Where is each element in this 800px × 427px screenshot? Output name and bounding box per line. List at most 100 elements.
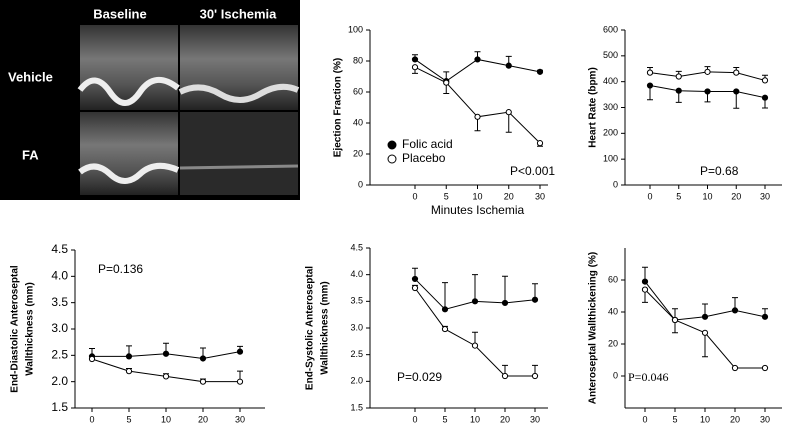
error-bar [702,332,708,358]
y-tick-label: 20 [353,148,363,158]
y-axis-label: Wallthickness (mm) [320,281,331,375]
x-tick-label: 0 [642,414,647,424]
marker [199,355,207,362]
marker [536,68,544,75]
series-line [414,58,541,82]
marker [733,88,740,95]
marker [761,313,769,320]
y-tick-label: 400 [603,76,618,86]
x-tick-label: 10 [470,414,480,424]
marker [731,364,739,372]
x-tick-label: 0 [89,414,94,424]
marker [236,348,244,355]
marker [701,313,709,320]
x-tick-label: 20 [730,414,740,424]
marker [505,109,512,116]
y-tick-label: 3.5 [350,296,363,306]
y-axis-label: Heart Rate (bpm) [588,67,599,148]
marker [731,307,739,314]
y-tick-label: 60 [608,274,618,284]
y-tick-label: 2.5 [51,348,68,362]
y-tick-label: 60 [353,86,363,96]
x-tick-label: 10 [161,414,171,424]
marker [733,69,740,76]
y-tick-label: 40 [608,306,618,316]
annotation: P=0.029 [397,370,442,384]
marker [125,368,133,375]
x-tick-label: 0 [412,191,417,201]
row-label: FA [22,147,39,162]
x-tick-label: 10 [472,191,482,201]
x-tick-label: 0 [647,191,652,201]
echo-image [180,112,298,195]
marker [531,372,539,380]
marker [704,68,711,75]
marker [125,353,133,360]
y-tick-label: 200 [603,128,618,138]
y-axis-label: Wallthickness (mm) [25,282,36,376]
y-tick-label: 1.5 [350,402,363,412]
x-tick-label: 5 [444,191,449,201]
y-tick-label: 4.0 [51,269,68,283]
error-bar [472,274,478,302]
y-tick-label: 300 [603,102,618,112]
marker [501,299,509,307]
x-tick-label: 5 [676,191,681,201]
error-bar [442,282,448,310]
marker [88,355,96,363]
y-tick-label: 4.5 [51,242,68,256]
marker [536,140,544,147]
y-tick-label: 4.5 [350,242,363,252]
marker [505,62,512,69]
x-tick-label: 30 [535,191,545,201]
x-tick-label: 5 [672,414,677,424]
marker [641,278,649,285]
y-axis-label: End-Diastolic Anteroseptal [10,265,21,393]
y-tick-label: 80 [353,55,363,65]
y-tick-label: 4.0 [350,269,363,279]
y-tick-label: 1.5 [51,400,68,414]
echo-image [180,25,298,110]
marker [471,342,479,349]
x-tick-label: 0 [412,414,417,424]
echo-wall [78,162,180,184]
y-tick-label: 40 [353,117,363,127]
marker [441,325,449,333]
y-tick-label: 3.0 [350,322,363,332]
marker [761,77,769,84]
marker [641,286,649,293]
marker [675,87,682,94]
marker [501,372,509,380]
series-line [414,66,541,144]
y-tick-label: 2.0 [51,374,68,388]
marker [411,275,419,283]
legend-label: Folic acid [402,137,453,151]
echo-panel: Baseline 30' Ischemia Vehicle FA [0,0,300,200]
echo-wall [179,164,299,170]
marker [474,56,481,63]
y-tick-label: 2.5 [350,349,363,359]
x-tick-label: 20 [731,191,741,201]
marker [411,56,419,63]
x-tick-label: 20 [504,191,514,201]
annotation: P<0.001 [510,164,555,178]
y-tick-label: 500 [603,50,618,60]
column-label: Baseline [93,6,146,21]
marker [761,364,769,372]
annotation: P=0.68 [700,164,739,178]
x-axis-label: Minutes Ischemia [431,203,525,217]
y-tick-label: 20 [608,338,618,348]
marker [474,113,481,120]
marker [675,73,682,80]
error-bar [502,275,508,303]
x-tick-label: 30 [530,414,540,424]
marker [704,88,711,95]
y-tick-label: 0 [613,370,618,380]
marker [411,284,419,292]
legend-label: Placebo [402,151,446,165]
echo-image [80,25,178,110]
marker [531,296,539,303]
y-axis-label: Anteroseptal Wallthickening (%) [588,252,599,404]
y-tick-label: 3.0 [51,321,68,335]
